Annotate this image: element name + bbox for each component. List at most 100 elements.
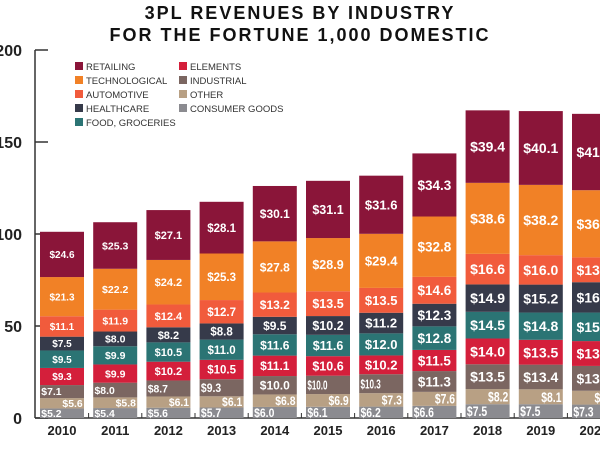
bar-segment: [252, 376, 297, 395]
bar-segment: [146, 396, 191, 408]
bar-segment: [465, 182, 510, 254]
data-label: $15.2: [523, 291, 558, 307]
legend-label: CONSUMER GOODS: [190, 104, 283, 115]
data-label: $8.0: [95, 385, 115, 397]
bar-segment: [465, 284, 510, 312]
bar-segment: [412, 153, 457, 217]
bar-segment: [306, 291, 350, 317]
bar-segment: [306, 394, 350, 407]
data-label: $6.8: [275, 394, 296, 408]
data-label: $14.6: [418, 283, 452, 298]
bar-segment: [518, 339, 563, 365]
data-label: $5.6: [62, 399, 83, 410]
data-label: $38.2: [523, 212, 558, 228]
data-label: $7.3: [573, 403, 593, 419]
bar-segment: [199, 379, 244, 397]
data-label: $9.3: [201, 383, 221, 395]
data-label: $31.1: [312, 203, 343, 217]
data-label: $8.2: [158, 330, 179, 342]
data-label: $9.5: [263, 319, 287, 333]
x-tick-label: 2012: [154, 423, 183, 438]
x-tick-label: 2010: [48, 423, 77, 438]
legend-swatch: [179, 62, 187, 70]
legend-label: HEALTHCARE: [86, 104, 149, 115]
bar-segment: [572, 190, 600, 258]
data-label: $12.8: [418, 331, 452, 346]
data-label: $12.4: [155, 311, 183, 323]
data-label: $9.9: [105, 368, 126, 380]
data-label: $31.6: [365, 197, 398, 212]
x-tick-label: 2016: [367, 423, 396, 438]
data-label: $12.3: [418, 308, 452, 323]
y-tick-label: 100: [0, 227, 22, 244]
bar-segment: [412, 391, 457, 406]
bar-segment: [146, 342, 191, 362]
legend-swatch: [75, 104, 83, 112]
data-label: $41.5: [576, 144, 600, 160]
bar-segment: [306, 238, 350, 292]
data-label: $6.1: [222, 397, 243, 409]
data-label: $6.0: [254, 406, 275, 420]
data-label: $6.9: [328, 394, 348, 408]
data-label: $25.3: [102, 240, 128, 252]
bar-segment: [93, 346, 138, 365]
bar-segment: [199, 201, 244, 254]
data-label: $11.6: [313, 339, 344, 353]
data-label: $39.4: [470, 139, 505, 155]
x-tick-label: 2014: [260, 423, 290, 438]
legend-swatch: [75, 62, 83, 70]
data-label: $14.8: [523, 318, 558, 334]
data-label: $12.7: [207, 307, 236, 319]
data-label: $25.3: [207, 272, 236, 284]
data-label: $5.2: [41, 409, 62, 420]
data-label: $8.2: [488, 389, 508, 405]
bar-segment: [40, 277, 84, 317]
data-label: $6.2: [361, 405, 381, 420]
bar-segment: [252, 406, 297, 418]
legend-label: INDUSTRIAL: [190, 76, 246, 87]
legend-swatch: [75, 90, 83, 98]
legend-label: AUTOMOTIVE: [86, 90, 149, 101]
data-label: $10.3: [361, 376, 381, 391]
bar-segment: [40, 367, 84, 386]
bar-segment: [40, 408, 84, 418]
bar-segment: [199, 359, 244, 380]
bar-segment: [359, 175, 404, 234]
x-tick-label: 2019: [526, 423, 555, 438]
bar-segment: [572, 257, 600, 283]
data-label: $8.7: [148, 383, 168, 395]
bar-segment: [146, 304, 191, 328]
data-label: $10.2: [312, 319, 343, 333]
y-tick-label: 200: [0, 43, 22, 60]
bar-segment: [306, 375, 350, 395]
y-tick-label: 150: [0, 135, 22, 152]
bar-segment: [199, 396, 244, 408]
bar-segment: [146, 210, 191, 260]
bar-segment: [518, 111, 563, 185]
bar-segment: [252, 292, 297, 317]
data-label: $7.5: [594, 390, 600, 406]
bar-segment: [359, 355, 404, 375]
data-label: $24.6: [49, 250, 74, 261]
data-label: $16.5: [576, 289, 600, 305]
bar-segment: [306, 356, 350, 376]
bar-segment: [412, 405, 457, 418]
bar-segment: [93, 408, 138, 418]
data-label: $32.8: [418, 240, 452, 255]
bar-segment: [572, 113, 600, 191]
bar-segment: [40, 336, 84, 351]
bar-segment: [252, 316, 297, 335]
bar-segment: [359, 374, 404, 394]
bar-segment: [572, 312, 600, 342]
bar-segment: [465, 110, 510, 183]
data-label: $9.5: [52, 355, 72, 366]
bar-segment: [93, 331, 138, 347]
bar-segment: [518, 184, 563, 256]
data-label: $6.1: [307, 406, 327, 420]
bar-segment: [252, 355, 297, 377]
x-tick-label: 2013: [207, 423, 236, 438]
data-label: $5.4: [95, 408, 115, 420]
bar-segment: [412, 349, 457, 372]
data-label: $5.8: [116, 398, 136, 410]
